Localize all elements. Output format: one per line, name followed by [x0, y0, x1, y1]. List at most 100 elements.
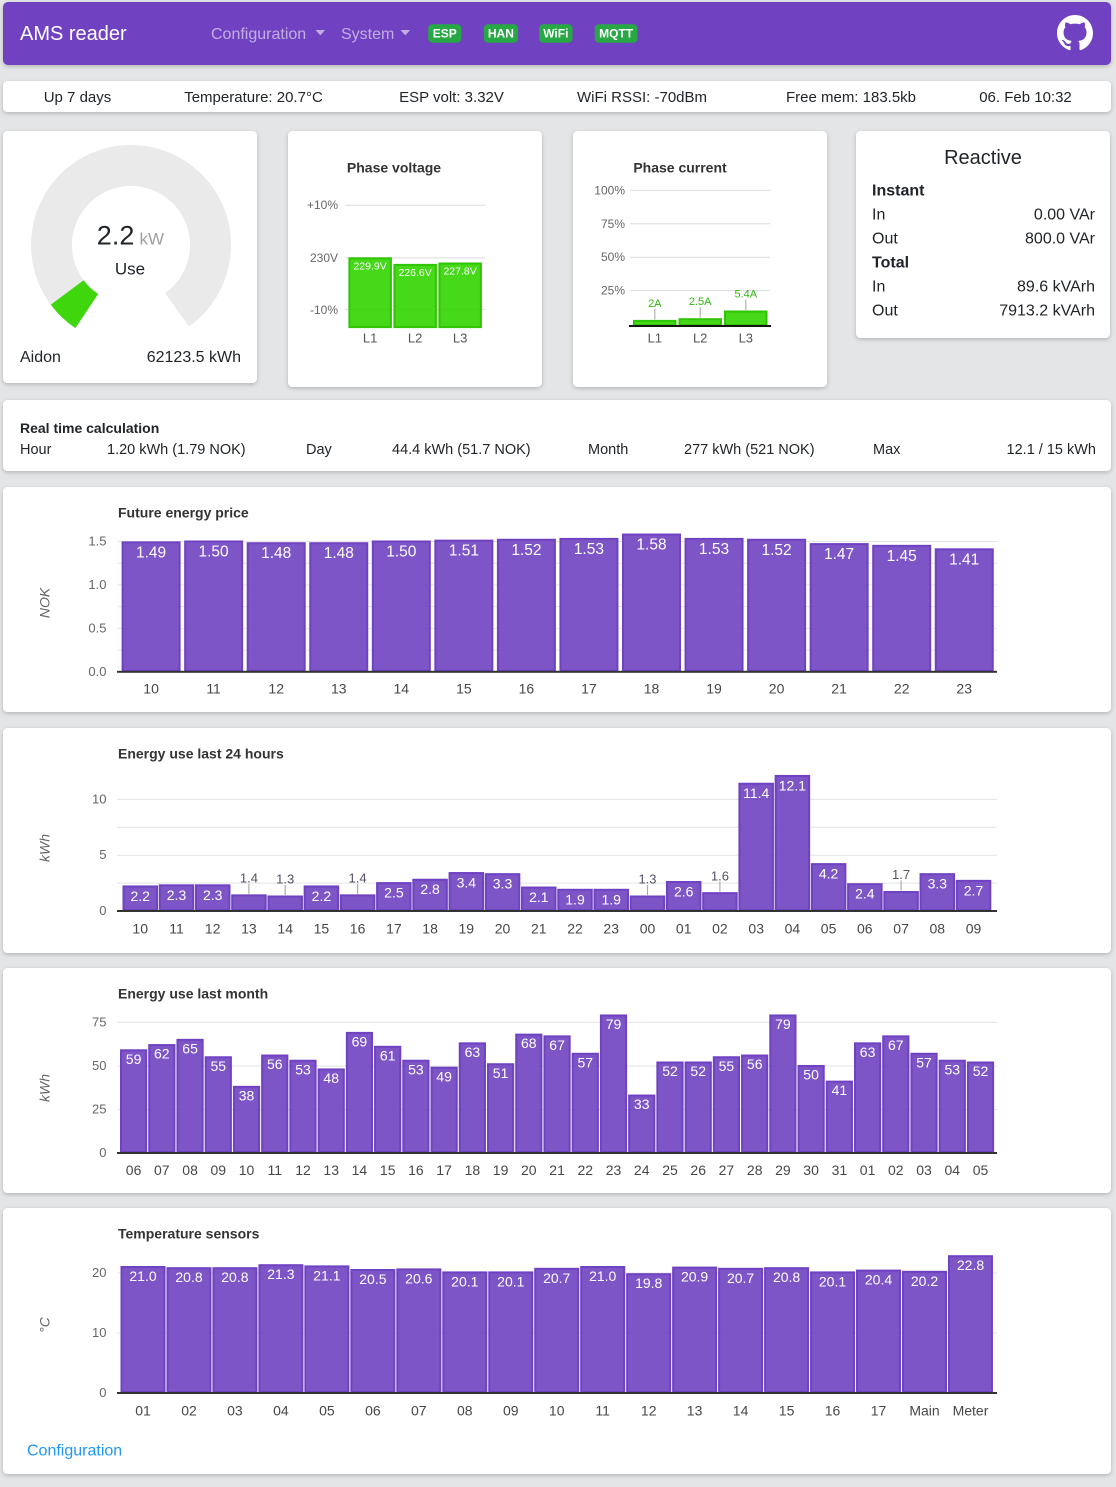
svg-text:14: 14	[277, 921, 293, 937]
svg-text:20.1: 20.1	[451, 1273, 478, 1289]
svg-text:20.7: 20.7	[543, 1270, 570, 1286]
svg-text:ESP: ESP	[433, 27, 457, 41]
svg-text:01: 01	[860, 1162, 876, 1178]
svg-text:03: 03	[227, 1403, 243, 1419]
svg-text:WiFi RSSI: -70dBm: WiFi RSSI: -70dBm	[577, 89, 707, 106]
svg-text:Energy use last month: Energy use last month	[118, 986, 268, 1002]
svg-text:Up 7 days: Up 7 days	[44, 89, 112, 106]
svg-text:1.50: 1.50	[386, 544, 417, 561]
svg-text:1.7: 1.7	[892, 867, 910, 882]
svg-text:21.0: 21.0	[589, 1268, 616, 1284]
svg-text:Phase voltage: Phase voltage	[347, 160, 441, 176]
svg-text:20.8: 20.8	[175, 1269, 202, 1285]
svg-text:20.8: 20.8	[773, 1269, 800, 1285]
svg-text:05: 05	[821, 921, 837, 937]
svg-text:02: 02	[712, 921, 728, 937]
svg-text:°C: °C	[37, 1316, 53, 1333]
svg-text:kWh: kWh	[37, 834, 53, 862]
svg-text:15: 15	[380, 1162, 396, 1178]
svg-text:3.3: 3.3	[493, 876, 513, 892]
svg-text:10: 10	[92, 1325, 106, 1340]
svg-text:53: 53	[295, 1061, 311, 1077]
svg-text:41: 41	[832, 1082, 848, 1098]
svg-text:1.9: 1.9	[601, 891, 621, 907]
svg-text:29: 29	[775, 1162, 791, 1178]
svg-text:20.1: 20.1	[497, 1273, 524, 1289]
svg-text:50: 50	[92, 1058, 106, 1073]
svg-text:38: 38	[239, 1088, 255, 1104]
svg-text:Phase current: Phase current	[633, 160, 727, 176]
svg-text:30: 30	[803, 1162, 819, 1178]
svg-text:44.4 kWh (51.7 NOK): 44.4 kWh (51.7 NOK)	[392, 442, 531, 458]
svg-text:51: 51	[493, 1065, 509, 1081]
svg-text:13: 13	[323, 1162, 339, 1178]
svg-text:49: 49	[436, 1068, 452, 1084]
svg-text:Main: Main	[909, 1403, 939, 1419]
svg-text:2.5: 2.5	[384, 885, 404, 901]
svg-text:2.2: 2.2	[312, 888, 332, 904]
svg-text:12.1: 12.1	[779, 777, 806, 793]
svg-text:AMS reader: AMS reader	[20, 23, 127, 45]
svg-text:Out: Out	[872, 231, 898, 248]
svg-text:04: 04	[785, 921, 801, 937]
svg-text:12: 12	[268, 681, 284, 697]
svg-text:1.52: 1.52	[511, 542, 541, 559]
svg-text:0.00 VAr: 0.00 VAr	[1034, 207, 1096, 224]
svg-text:1.41: 1.41	[949, 551, 979, 568]
svg-text:02: 02	[181, 1403, 197, 1419]
svg-text:21: 21	[549, 1162, 565, 1178]
svg-text:In: In	[872, 207, 885, 224]
svg-text:50: 50	[803, 1067, 819, 1083]
svg-text:10: 10	[549, 1403, 565, 1419]
svg-text:09: 09	[503, 1403, 519, 1419]
svg-text:16: 16	[519, 681, 535, 697]
svg-text:1.49: 1.49	[136, 544, 166, 561]
svg-text:56: 56	[267, 1056, 283, 1072]
svg-text:23: 23	[956, 681, 972, 697]
svg-text:14: 14	[394, 681, 410, 697]
svg-text:67: 67	[549, 1037, 565, 1053]
svg-text:1.3: 1.3	[638, 872, 656, 887]
svg-text:19: 19	[459, 921, 475, 937]
svg-text:53: 53	[945, 1061, 961, 1077]
svg-text:7913.2 kVArh: 7913.2 kVArh	[999, 303, 1095, 320]
svg-text:56: 56	[747, 1056, 763, 1072]
svg-text:20.8: 20.8	[221, 1269, 248, 1285]
svg-text:14: 14	[352, 1162, 368, 1178]
svg-text:22: 22	[578, 1162, 594, 1178]
svg-text:67: 67	[888, 1037, 904, 1053]
svg-text:0: 0	[99, 903, 106, 918]
svg-text:13: 13	[241, 921, 257, 937]
svg-text:2.3: 2.3	[203, 887, 223, 903]
svg-text:69: 69	[352, 1034, 368, 1050]
svg-text:03: 03	[916, 1162, 932, 1178]
svg-text:Temperature sensors: Temperature sensors	[118, 1226, 260, 1242]
svg-text:50%: 50%	[601, 250, 625, 264]
svg-text:Reactive: Reactive	[944, 147, 1022, 169]
svg-text:79: 79	[775, 1016, 791, 1032]
svg-text:16: 16	[825, 1403, 841, 1419]
svg-text:Use: Use	[115, 260, 145, 279]
svg-text:1.53: 1.53	[574, 541, 604, 558]
svg-text:3.4: 3.4	[457, 875, 477, 891]
svg-text:12: 12	[205, 921, 221, 937]
svg-text:06: 06	[365, 1403, 381, 1419]
svg-text:1.47: 1.47	[824, 546, 854, 563]
svg-text:20.5: 20.5	[359, 1271, 386, 1287]
svg-text:2.1: 2.1	[529, 889, 549, 905]
svg-text:75: 75	[92, 1014, 106, 1029]
svg-text:55: 55	[211, 1058, 227, 1074]
svg-text:07: 07	[411, 1403, 427, 1419]
svg-text:22: 22	[894, 681, 910, 697]
svg-text:20.4: 20.4	[865, 1272, 892, 1288]
svg-text:75%: 75%	[601, 217, 625, 231]
svg-text:15: 15	[779, 1403, 795, 1419]
svg-text:25%: 25%	[601, 284, 625, 298]
svg-text:800.0 VAr: 800.0 VAr	[1025, 231, 1096, 248]
svg-text:01: 01	[676, 921, 692, 937]
svg-text:62: 62	[154, 1046, 170, 1062]
svg-text:2.4: 2.4	[855, 886, 875, 902]
svg-text:68: 68	[521, 1035, 537, 1051]
svg-text:63: 63	[860, 1044, 876, 1060]
svg-text:20.9: 20.9	[681, 1269, 708, 1285]
